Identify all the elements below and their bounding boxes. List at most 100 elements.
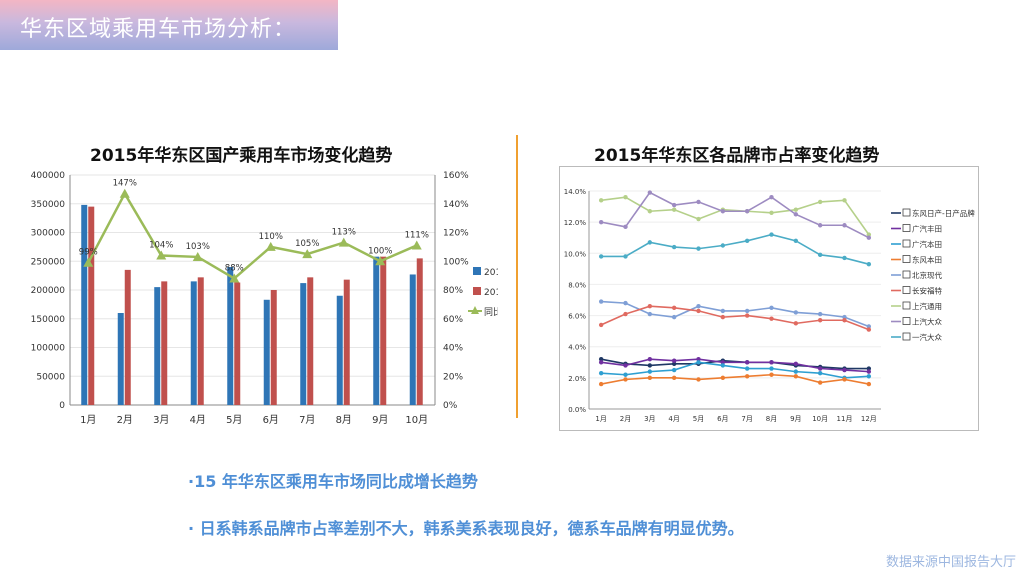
chart2-point — [793, 321, 799, 326]
chart1-ytick: 200000 — [31, 286, 66, 296]
chart2-point — [744, 313, 750, 318]
chart2-legend-checkbox — [902, 208, 911, 217]
chart1-bar-2014 — [227, 267, 234, 405]
chart2-point — [744, 374, 750, 379]
chart2-point — [744, 308, 750, 314]
chart2-point — [842, 367, 847, 373]
chart1-xtick: 3月 — [153, 414, 169, 426]
chart1-bar-2014 — [154, 287, 161, 405]
chart2-xtick: 10月 — [812, 415, 828, 423]
chart2-point — [842, 314, 847, 320]
chart1-bar-2015 — [270, 290, 277, 405]
chart2-point — [623, 363, 628, 368]
chart1-data-label: 88% — [225, 264, 244, 274]
chart1-xtick: 8月 — [336, 414, 352, 426]
chart1-ytick: 350000 — [31, 200, 66, 210]
chart2-point — [647, 311, 653, 317]
chart2-point — [623, 195, 628, 200]
chart1-ytick: 400000 — [31, 171, 66, 181]
chart2-point — [623, 311, 628, 317]
chart2-point — [817, 370, 823, 376]
chart1-ytick: 0 — [59, 401, 65, 411]
chart2-xtick: 2月 — [620, 415, 631, 423]
chart2-point — [696, 304, 701, 309]
chart2-point — [720, 375, 726, 381]
chart1-marker — [375, 256, 386, 266]
chart2-point — [866, 366, 872, 371]
chart1-line-同比 — [87, 191, 418, 281]
source-note: 数据来源中国报告大厅 — [885, 555, 1016, 570]
chart2-point — [720, 243, 726, 248]
chart1-y2tick: 20% — [443, 372, 463, 382]
chart2-point — [817, 223, 823, 228]
chart1-data-label: 100% — [368, 246, 392, 256]
chart1-y2tick: 80% — [443, 286, 463, 296]
chart2-legend-label: 北京现代 — [912, 270, 942, 280]
header-band: 华东区域乘用车市场分析： — [0, 0, 338, 50]
chart2-point — [744, 238, 750, 244]
chart2-ytick: 14.0% — [564, 188, 587, 196]
chart2-legend-checkbox — [902, 224, 911, 232]
chart2-ytick: 2.0% — [568, 375, 586, 383]
chart2-ytick: 10.0% — [564, 250, 587, 258]
chart2-point — [769, 316, 774, 321]
chart2-point — [842, 255, 847, 261]
chart1-ytick: 100000 — [31, 344, 66, 354]
chart1-data-label: 103% — [186, 242, 210, 252]
chart2-point — [598, 360, 604, 365]
chart2-xtick: 1月 — [595, 415, 606, 423]
chart1-bar-2014 — [263, 299, 270, 405]
chart1-marker — [338, 237, 349, 247]
chart2-point — [769, 366, 774, 371]
chart1-bar-2014 — [373, 256, 380, 405]
chart2-point — [720, 209, 726, 214]
chart2-point — [671, 361, 677, 367]
chart2-point — [623, 254, 628, 259]
chart2-legend-label: 广汽丰田 — [912, 224, 942, 234]
chart1-marker — [229, 273, 240, 283]
chart1-bar-2015 — [307, 277, 314, 405]
chart2-legend-checkbox — [902, 239, 911, 248]
chart1-y2tick: 40% — [443, 344, 463, 354]
chart2-legend-label: 广汽本田 — [912, 239, 942, 249]
chart2-point — [769, 195, 774, 200]
chart2-ytick: 8.0% — [568, 281, 586, 289]
chart1-data-label: 113% — [332, 228, 356, 238]
chart2-point — [817, 252, 823, 258]
chart2-xtick: 12月 — [861, 415, 877, 423]
chart2-point — [769, 232, 774, 237]
chart1-svg: 0 50000 100000 150000 200000 250000 300000 3500… — [28, 165, 498, 435]
chart2-point — [744, 366, 750, 371]
chart1-xtick: 10月 — [405, 414, 428, 426]
chart1-data-label: 147% — [113, 179, 137, 189]
chart1-bar-2014 — [190, 281, 197, 405]
chart1-legend-swatch — [473, 287, 481, 295]
chart2-xtick: 7月 — [741, 415, 752, 423]
bullet-1: ·15 年华东区乘用车市场同比成增长趋势 — [188, 472, 478, 491]
chart2-line-长安福特 — [600, 305, 870, 331]
chart2-point — [671, 305, 677, 310]
chart1-bar-2014 — [117, 313, 124, 405]
chart2-ytick: 12.0% — [564, 219, 587, 227]
chart1-legend-label: 2015 — [484, 288, 498, 298]
chart2-point — [696, 246, 701, 251]
chart2-line-广汽本田 — [601, 361, 869, 379]
chart1-y2tick: 0% — [443, 401, 458, 411]
chart1-y2tick: 100% — [443, 257, 469, 267]
chart1-data-label: 104% — [149, 241, 173, 251]
chart2-xtick: 6月 — [717, 415, 728, 423]
chart2-point — [720, 360, 726, 365]
chart2-point — [817, 318, 823, 323]
chart2-ytick: 4.0% — [568, 344, 586, 352]
chart2-point — [623, 300, 628, 306]
chart2-legend-label: 上汽通用 — [912, 301, 942, 311]
chart2-point — [793, 212, 799, 217]
chart1-title: 2015年华东区国产乘用车市场变化趋势 — [90, 146, 393, 166]
chart1-xtick: 2月 — [117, 414, 133, 426]
chart1-data-label: 99% — [79, 248, 98, 258]
chart2-legend-label: 长安福特 — [912, 286, 942, 296]
chart1-y2tick: 160% — [443, 171, 469, 181]
chart2-point — [842, 318, 847, 323]
chart2-point — [696, 360, 701, 365]
page-title: 华东区域乘用车市场分析： — [20, 17, 297, 42]
